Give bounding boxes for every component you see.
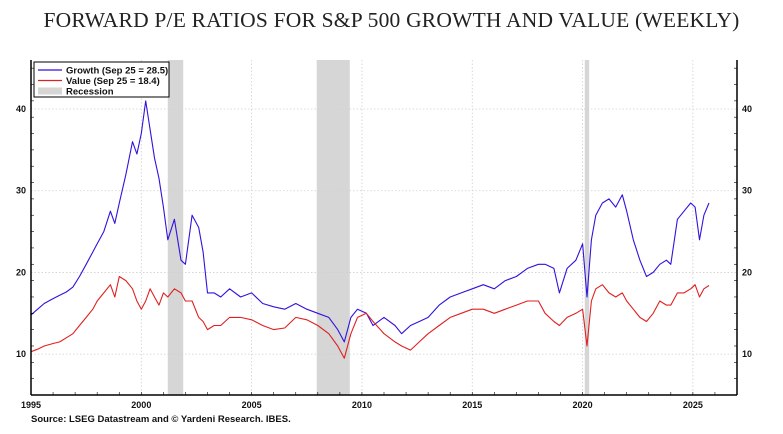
legend-swatch-recession (38, 87, 62, 95)
x-tick-label: 2010 (352, 400, 372, 410)
recession-band (316, 60, 350, 395)
recession-bands (167, 60, 590, 395)
y-tick-label-left: 40 (16, 104, 26, 114)
y-tick-label-right: 30 (742, 186, 752, 196)
x-tick-label: 2015 (462, 400, 482, 410)
x-tick-label: 2005 (242, 400, 262, 410)
series-line-growth (30, 100, 710, 343)
x-tick-label: 2020 (573, 400, 593, 410)
legend: Growth (Sep 25 = 28.5)Value (Sep 25 = 18… (33, 61, 170, 98)
y-tick-label-right: 10 (742, 349, 752, 359)
x-tick-label: 2000 (131, 400, 151, 410)
legend-label: Recession (66, 87, 114, 98)
grid-lines (31, 60, 737, 395)
x-tick-label: 1995 (21, 400, 41, 410)
legend-label: Value (Sep 25 = 18.4) (66, 76, 160, 87)
y-tick-label-left: 10 (16, 349, 26, 359)
chart-title: FORWARD P/E RATIOS FOR S&P 500 GROWTH AN… (43, 8, 740, 32)
x-tick-label: 2025 (683, 400, 703, 410)
axes (30, 60, 738, 396)
y-tick-label-left: 30 (16, 186, 26, 196)
y-tick-label-left: 20 (16, 267, 26, 277)
y-tick-label-right: 20 (742, 267, 752, 277)
y-tick-label-right: 40 (742, 104, 752, 114)
legend-label: Growth (Sep 25 = 28.5) (66, 66, 168, 77)
source-note: Source: LSEG Datastream and © Yardeni Re… (31, 414, 291, 425)
recession-band (584, 60, 590, 395)
series-line-value (30, 275, 710, 359)
series-lines (30, 100, 710, 359)
